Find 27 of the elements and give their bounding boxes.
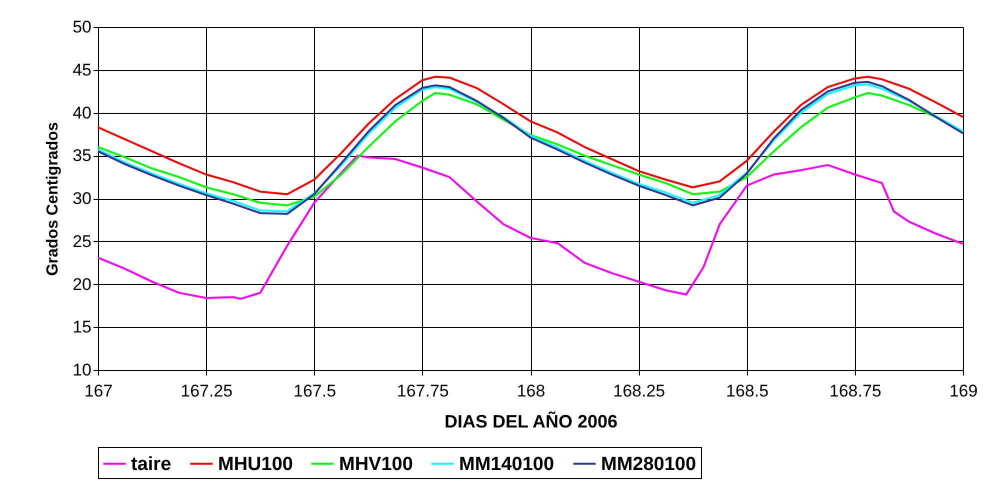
- x-tick-label: 167.5: [293, 382, 336, 400]
- line-series: [97, 154, 964, 300]
- legend-label: MM280100: [601, 454, 696, 475]
- legend-label: MM140100: [459, 454, 554, 475]
- x-tick-label: 168.75: [829, 382, 882, 400]
- legend-label: MHV100: [339, 454, 413, 475]
- y-axis-title: Grados Centigrados: [44, 122, 62, 276]
- x-tick-label: 168.25: [613, 382, 666, 400]
- x-axis-title: DIAS DEL AÑO 2006: [444, 410, 618, 432]
- y-tick-label: 20: [72, 274, 92, 294]
- legend-label: MHU100: [218, 454, 293, 475]
- x-tick-label: 167.75: [396, 382, 449, 400]
- y-tick-label: 25: [72, 232, 92, 251]
- y-tick-label: 10: [72, 360, 92, 380]
- x-tick-label: 167: [84, 382, 113, 400]
- y-tick-label: 35: [72, 146, 92, 166]
- x-tick-label: 168: [516, 382, 546, 400]
- y-tick-label: 30: [72, 189, 92, 208]
- y-tick-label: 45: [72, 60, 92, 80]
- y-tick-label: 15: [72, 318, 92, 337]
- legend-label: taire: [131, 454, 172, 475]
- x-tick-label: 168.5: [726, 382, 769, 400]
- y-tick-label: 50: [72, 18, 92, 36]
- y-tick-label: 40: [72, 103, 92, 122]
- line-series: [97, 76, 964, 196]
- x-tick-label: 169: [949, 382, 978, 400]
- x-tick-label: 167.25: [180, 382, 233, 400]
